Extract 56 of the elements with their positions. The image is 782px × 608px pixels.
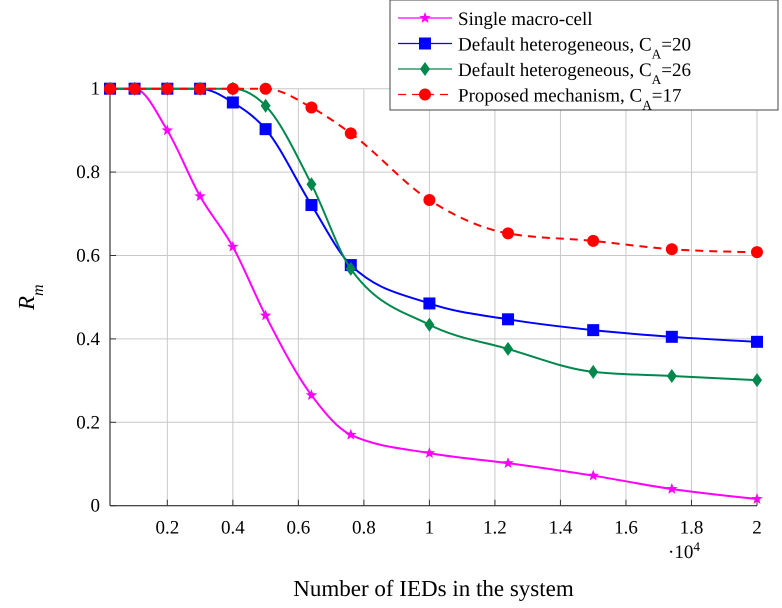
legend-label: Single macro-cell — [458, 9, 593, 30]
x-tick-label: 0.6 — [286, 518, 310, 539]
point — [345, 428, 356, 440]
y-tick-label: 0.2 — [76, 412, 100, 434]
point — [344, 127, 357, 140]
point — [424, 447, 436, 458]
x-tick-label: 1.4 — [548, 518, 573, 539]
point — [588, 364, 598, 379]
legend-label: Default heterogeneous, C$_{A}$=26 — [458, 60, 691, 86]
point — [502, 457, 514, 468]
point — [587, 470, 599, 481]
point — [503, 342, 514, 356]
point — [587, 324, 600, 336]
point — [227, 240, 239, 252]
x-tick-label: 0.8 — [352, 518, 376, 539]
point — [502, 313, 514, 326]
point — [666, 369, 677, 384]
point — [194, 190, 206, 202]
legend-label: Proposed mechanism, C$_{A}$=17 — [458, 86, 682, 112]
point — [502, 227, 514, 240]
point — [305, 101, 318, 114]
point — [260, 123, 272, 136]
point — [666, 330, 678, 343]
y-tick-label: 0.6 — [76, 246, 100, 266]
point — [424, 318, 434, 332]
x-tick-label: 0.4 — [220, 518, 246, 539]
y-tick-label: 0.8 — [76, 162, 100, 184]
x-tick-label: 1.2 — [483, 518, 507, 539]
x-tick-label: 1.6 — [614, 518, 638, 539]
point — [423, 297, 436, 310]
y-tick-label: 0 — [90, 496, 100, 517]
point — [306, 389, 318, 400]
point — [751, 246, 763, 258]
x-tick-label: 1.8 — [680, 518, 704, 539]
point — [346, 262, 356, 276]
x-tick-label: 2 — [752, 518, 762, 539]
x-tick-label: 1 — [424, 518, 434, 539]
point — [751, 493, 763, 504]
x-axis-title: Number of IEDs in the system — [293, 576, 574, 601]
x-tick-label: 0.2 — [155, 518, 180, 539]
y-tick-label: 1 — [90, 78, 100, 100]
point — [162, 124, 174, 136]
point — [666, 243, 678, 256]
y-tick-label: 0.4 — [76, 328, 100, 350]
text: ·10$^{4}$ — [668, 538, 700, 563]
legend-label: Default heterogeneous, C$_{A}$=20 — [458, 34, 691, 61]
point — [226, 96, 239, 108]
point — [751, 336, 763, 348]
point — [306, 177, 316, 192]
point — [423, 194, 436, 206]
point — [587, 234, 600, 247]
point — [260, 310, 272, 320]
point — [260, 98, 271, 113]
point — [305, 199, 318, 212]
point — [666, 483, 678, 494]
point — [260, 82, 272, 95]
